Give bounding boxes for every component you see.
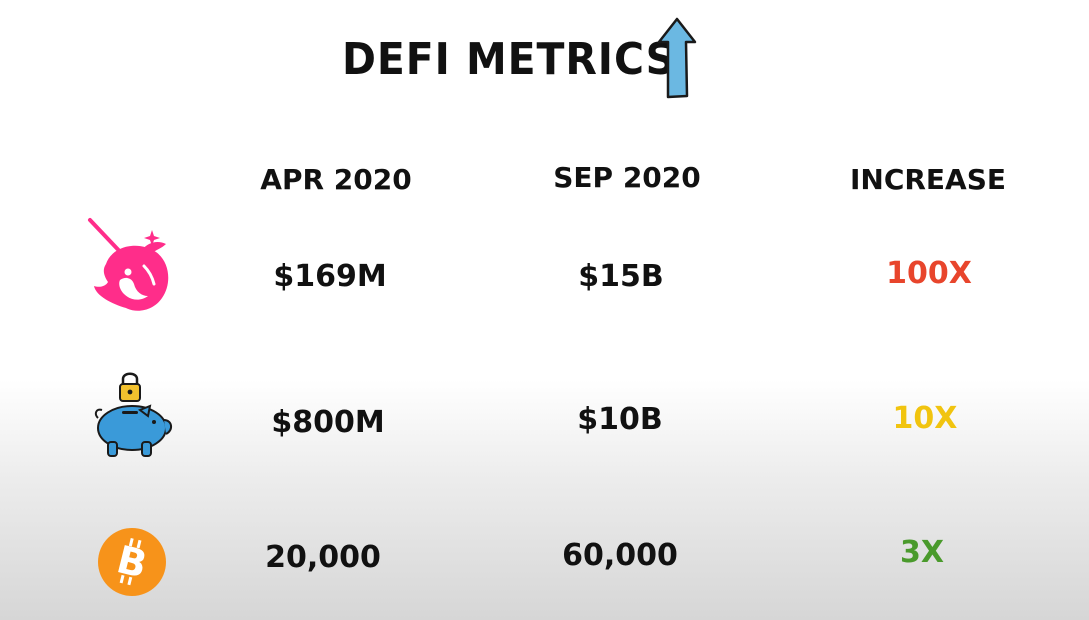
up-arrow-icon (657, 17, 697, 99)
row-3-increase-value: 3X (899, 535, 945, 570)
row-3-sep-2020-value: 60,000 (562, 538, 678, 573)
row-1-sep-2020-value: $15B (578, 259, 664, 294)
row-1-apr-2020-value: $169M (273, 259, 387, 294)
column-header-increase: INCREASE (849, 163, 1007, 196)
column-header-apr-2020: APR 2020 (260, 163, 412, 196)
row-2-apr-2020-value: $800M (271, 405, 385, 440)
row-2-increase-value: 10X (892, 401, 958, 436)
row-3-apr-2020-value: 20,000 (265, 540, 381, 575)
row-1-increase-value: 100X (886, 256, 972, 291)
piggy-bank-lock-icon (94, 372, 172, 457)
row-2-sep-2020-value: $10B (577, 402, 663, 437)
column-header-sep-2020: SEP 2020 (553, 161, 701, 194)
bitcoin-icon: B (98, 528, 166, 596)
unicorn-icon (88, 218, 169, 311)
page-title: DEFI METRICS (342, 34, 677, 85)
